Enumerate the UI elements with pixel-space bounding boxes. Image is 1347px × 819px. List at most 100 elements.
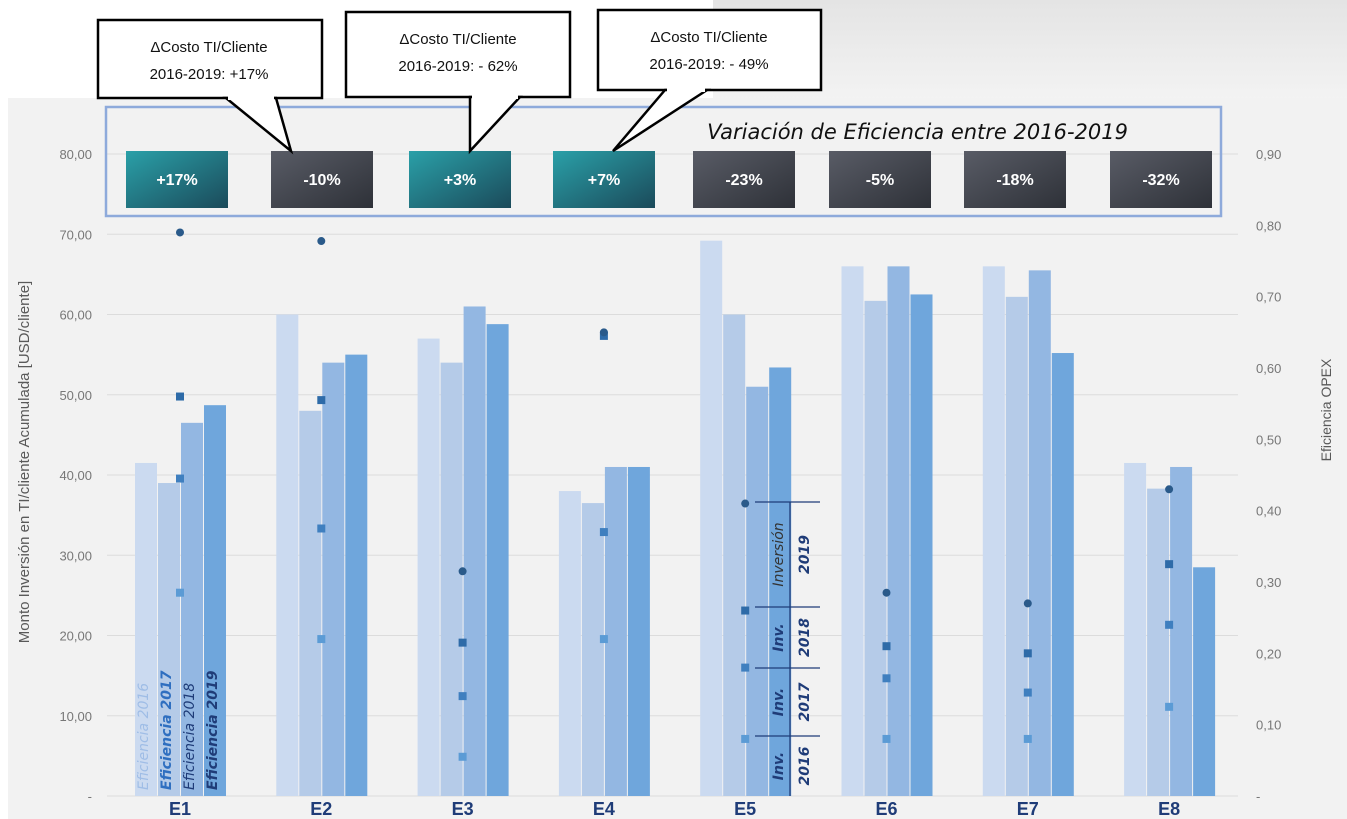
e1-efficiency-label: Eficiencia 2017 [159, 670, 175, 790]
bar-E1-2017 [158, 483, 180, 796]
y-tick-label: 40,00 [59, 468, 92, 483]
variation-box: -10% [271, 151, 373, 208]
y-tick-label: 70,00 [59, 227, 92, 242]
variation-title: Variación de Eficiencia entre 2016-2019 [707, 120, 1128, 144]
bar-E6-2019 [910, 294, 933, 796]
variation-box-bg [693, 151, 795, 208]
variation-box-label: -18% [996, 172, 1033, 189]
variation-box-label: -5% [866, 172, 894, 189]
y2-tick-label: 0,20 [1256, 646, 1281, 661]
efficiency-point-E3-2018 [458, 638, 467, 647]
e5-label-b: 2019 [797, 535, 813, 574]
y2-tick-label: 0,10 [1256, 718, 1281, 733]
variation-boxes: +17% -10% +3% +7% -23% -5% -18% -32% [126, 151, 1212, 208]
y2-tick-label: 0,50 [1256, 432, 1281, 447]
variation-box-bg [964, 151, 1066, 208]
left-axis-ticks: - 10,00 20,00 30,00 40,00 50,00 60,00 70,00 80,0… [59, 147, 92, 804]
efficiency-point-E2-2019 [317, 237, 326, 246]
category-label: E4 [593, 799, 615, 819]
right-axis-ticks: - 0,10 0,20 0,30 0,40 0,50 0,60 0,70 0,80 0,90 [1256, 147, 1281, 804]
variation-box: -18% [964, 151, 1066, 208]
y-tick-label: 60,00 [59, 308, 92, 323]
variation-box-bg [126, 151, 228, 208]
e5-label-b: 2017 [797, 682, 813, 721]
bar-E4-2017 [581, 503, 604, 796]
variation-box: +7% [553, 151, 655, 208]
e5-label-a: Inversión [771, 522, 787, 586]
efficiency-point-E6-2017 [882, 674, 891, 683]
efficiency-point-E5-2016 [741, 734, 750, 743]
y2-axis-title: Eficiencia OPEX [1318, 358, 1334, 461]
efficiency-point-E8-2019 [1165, 485, 1174, 494]
bar-E2-2016 [276, 314, 299, 796]
bar-E7-2018 [1028, 270, 1051, 796]
efficiency-point-E3-2016 [458, 752, 467, 761]
efficiency-point-E2-2018 [317, 396, 326, 405]
efficiency-point-E5-2019 [741, 499, 750, 508]
variation-box-label: +17% [156, 172, 197, 189]
efficiency-point-E1-2018 [176, 392, 184, 401]
bar-E5-2017 [723, 314, 746, 796]
bar-E3-2017 [440, 362, 463, 796]
variation-box: -32% [1110, 151, 1212, 208]
callout-line1: ΔCosto TI/Cliente [650, 29, 767, 46]
bar-E8-2018 [1170, 466, 1193, 796]
callout: ΔCosto TI/Cliente 2016-2019: +17% [96, 18, 324, 155]
bar-E5-2016 [700, 240, 723, 797]
efficiency-point-E3-2019 [458, 567, 467, 576]
variation-box-label: -23% [725, 172, 762, 189]
variation-box-bg [829, 151, 931, 208]
variation-box: +3% [409, 151, 511, 208]
callout-box [596, 8, 823, 92]
bar-E2-2018 [322, 362, 345, 796]
category-label: E8 [1158, 799, 1180, 819]
efficiency-point-E5-2018 [741, 606, 750, 615]
e5-label-a: Inv. [771, 752, 787, 780]
variation-box: -5% [829, 151, 931, 208]
callout-line2: 2016-2019: +17% [150, 66, 269, 83]
bar-E7-2019 [1051, 353, 1074, 796]
y-tick-label: 80,00 [59, 147, 92, 162]
callout-line2: 2016-2019: - 49% [649, 56, 768, 73]
efficiency-point-E6-2019 [882, 588, 891, 597]
efficiency-point-E3-2017 [458, 692, 467, 701]
efficiency-point-E6-2016 [882, 734, 891, 743]
variation-box-bg [553, 151, 655, 208]
e1-efficiency-labels: Eficiencia 2016 Eficiencia 2017 Eficiencia… [136, 670, 221, 790]
y2-tick-label: 0,90 [1256, 147, 1281, 162]
y2-tick-label: 0,60 [1256, 361, 1281, 376]
bar-E5-2018 [746, 386, 769, 796]
variation-box-bg [1110, 151, 1212, 208]
bar-E8-2017 [1147, 488, 1170, 796]
efficiency-point-E1-2017 [176, 474, 184, 483]
callout: ΔCosto TI/Cliente 2016-2019: - 49% [596, 8, 823, 153]
e5-label-a: Inv. [771, 623, 787, 651]
category-label: E2 [310, 799, 332, 819]
variation-box-bg [409, 151, 511, 208]
callout-line1: ΔCosto TI/Cliente [150, 39, 267, 56]
callout-box [96, 18, 324, 100]
bar-E4-2019 [627, 466, 650, 796]
efficiency-point-E8-2017 [1165, 620, 1174, 629]
y2-tick-label: - [1256, 789, 1260, 804]
efficiency-points [176, 228, 1174, 761]
efficiency-point-E8-2018 [1165, 560, 1174, 569]
efficiency-point-E5-2017 [741, 663, 750, 672]
y-axis-title: Monto Inversión en TI/cliente Acumulada … [16, 281, 33, 643]
bar-E5-2019 [769, 367, 792, 796]
e5-label-a: Inv. [771, 688, 787, 716]
efficiency-point-E4-2016 [599, 635, 608, 644]
bar-E3-2016 [417, 338, 440, 796]
bar-E6-2017 [864, 300, 887, 796]
bar-E7-2016 [982, 266, 1005, 797]
y-tick-label: 20,00 [59, 629, 92, 644]
efficiency-point-E7-2019 [1023, 599, 1032, 608]
variation-box: +17% [126, 151, 228, 208]
category-label: E7 [1017, 799, 1039, 819]
y2-tick-label: 0,30 [1256, 575, 1281, 590]
variation-box-label: -10% [303, 172, 340, 189]
variation-box-label: -32% [1142, 172, 1179, 189]
bar-E2-2017 [299, 410, 322, 796]
